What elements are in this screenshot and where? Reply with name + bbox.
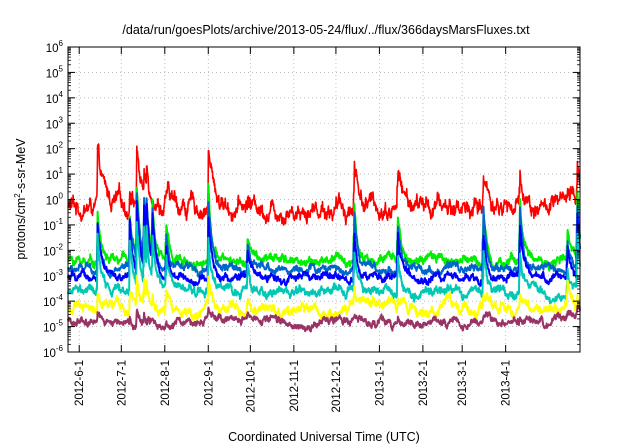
x-tick-label: 2012-10-1 — [245, 360, 257, 412]
x-tick-label: 2012-6-1 — [74, 360, 86, 406]
y-tick-label-exp: -3 — [56, 268, 64, 277]
y-tick-label-base: 10 — [43, 297, 56, 309]
x-tick-label: 2012-8-1 — [160, 360, 172, 406]
y-tick-label: 10-2 — [43, 242, 63, 258]
y-tick-label-exp: 2 — [59, 141, 64, 150]
y-tick-label-exp: 4 — [59, 90, 64, 99]
y-tick-label-base: 10 — [46, 170, 59, 182]
y-tick-label-base: 10 — [46, 43, 59, 55]
chart-title: /data/run/goesPlots/archive/2013-05-24/f… — [122, 23, 530, 37]
axis-ticks — [68, 46, 580, 353]
y-tick-label: 100 — [46, 192, 64, 208]
y-tick-label: 10-1 — [43, 217, 63, 233]
series-line — [67, 220, 581, 305]
x-axis-label: Coordinated Universal Time (UTC) — [228, 430, 420, 444]
y-tick-label-exp: 5 — [59, 64, 64, 73]
x-tick-label: 2013-2-1 — [418, 360, 430, 406]
series-line — [67, 200, 581, 287]
y-tick-label: 10-6 — [43, 344, 63, 360]
y-tick-label-base: 10 — [43, 348, 56, 360]
y-tick-label: 10-4 — [43, 293, 63, 309]
y-tick-label-base: 10 — [43, 272, 56, 284]
y-tick-label-exp: 1 — [59, 166, 64, 175]
x-tick-labels: 2012-6-1 2012-7-1 2012-8-1 2012-9-1 2012-10-… — [74, 360, 512, 412]
y-tick-label-exp: 3 — [59, 115, 64, 124]
y-tick-label-base: 10 — [46, 196, 59, 208]
y-tick-label-exp: -6 — [56, 344, 64, 353]
y-tick-label-base: 10 — [46, 119, 59, 131]
y-axis-label-base: protons/cm — [14, 198, 28, 260]
y-tick-label-base: 10 — [46, 68, 59, 80]
y-tick-label-base: 10 — [46, 145, 59, 157]
y-tick-label-base: 10 — [43, 323, 56, 335]
y-tick-label: 102 — [46, 141, 64, 157]
series-lines — [67, 143, 581, 333]
y-tick-label-base: 10 — [46, 94, 59, 106]
y-axis-label: protons/cm2-s-sr-MeV — [13, 138, 28, 260]
y-tick-label: 103 — [46, 115, 64, 131]
y-tick-label: 10-5 — [43, 319, 63, 335]
y-tick-label-exp: 6 — [59, 39, 64, 48]
x-tick-label: 2012-11-1 — [289, 360, 301, 412]
y-tick-label: 106 — [46, 39, 64, 55]
y-tick-label-exp: -5 — [56, 319, 64, 328]
y-tick-label: 101 — [46, 166, 64, 182]
y-tick-label-exp: -1 — [56, 217, 64, 226]
y-tick-labels: 10-610-510-410-310-210-11001011021031041… — [43, 39, 63, 360]
y-axis-label-rest: -s-sr-MeV — [14, 138, 28, 194]
y-tick-label-exp: 0 — [59, 192, 64, 201]
y-tick-label: 10-3 — [43, 268, 63, 284]
y-tick-label-exp: -2 — [56, 242, 64, 251]
y-tick-label-exp: -4 — [56, 293, 64, 302]
y-tick-label-base: 10 — [43, 221, 56, 233]
x-tick-label: 2013-4-1 — [501, 360, 513, 406]
x-tick-label: 2012-12-1 — [331, 360, 343, 412]
x-tick-label: 2012-7-1 — [116, 360, 128, 406]
x-tick-label: 2013-1-1 — [374, 360, 386, 406]
series-line — [67, 304, 581, 333]
y-tick-label: 104 — [46, 90, 64, 106]
series-line — [67, 274, 581, 322]
y-tick-label: 105 — [46, 64, 64, 80]
y-tick-label-base: 10 — [43, 246, 56, 258]
y-axis-label-sup: 2 — [13, 193, 22, 198]
x-tick-label: 2012-9-1 — [203, 360, 215, 406]
x-tick-label: 2013-3-1 — [457, 360, 469, 406]
